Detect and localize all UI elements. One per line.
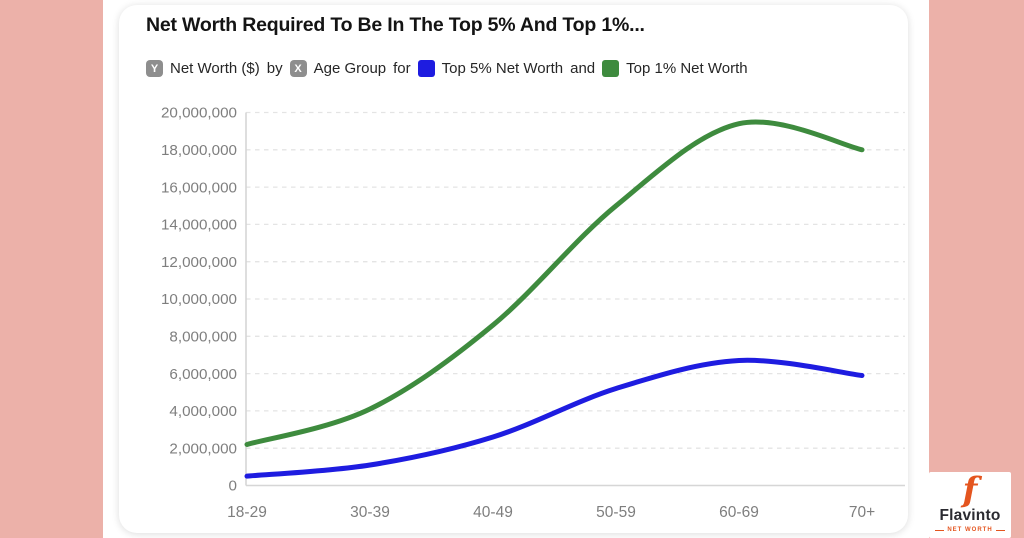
legend-label-top1: Top 1% Net Worth [626,60,748,77]
chart-title: Net Worth Required To Be In The Top 5% A… [146,14,645,36]
brand-tagline: NET WORTH [935,527,1004,533]
legend-word-and: and [570,60,596,77]
legend-word-by: by [266,60,283,77]
brand-name: Flavinto [939,507,1001,524]
x-axis-label: Age Group [313,60,387,77]
chart-legend: Y Net Worth ($) by X Age Group for Top 5… [146,60,748,77]
x-axis-badge: X [289,60,307,77]
legend-swatch-top5 [417,60,435,77]
legend-swatch-top1 [602,60,620,77]
chart-card [119,5,908,533]
brand-logo-card: f Flavinto NET WORTH [929,472,1011,538]
brand-lettermark: f [962,470,978,510]
y-axis-label: Net Worth ($) [170,60,260,77]
legend-label-top5: Top 5% Net Worth [441,60,564,77]
legend-word-for: for [393,60,411,77]
y-axis-badge: Y [146,60,163,77]
